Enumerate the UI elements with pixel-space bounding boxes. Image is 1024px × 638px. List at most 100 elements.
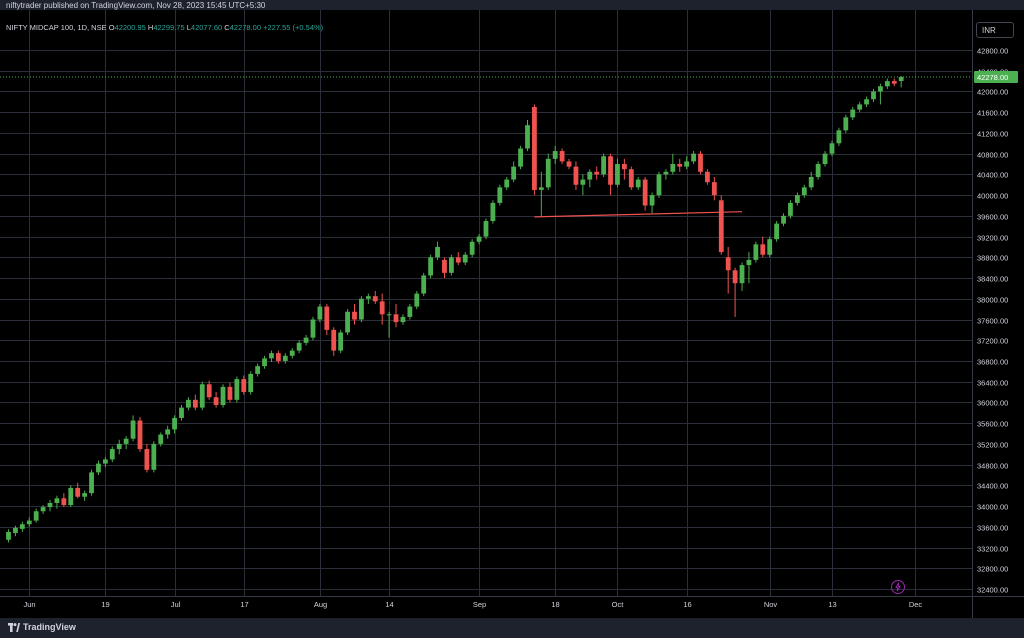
candle-up (490, 200, 496, 224)
candle-body (670, 164, 676, 172)
symbol-name[interactable]: NIFTY MIDCAP 100, 1D, NSE (6, 23, 107, 32)
candle-body (511, 166, 517, 180)
candle-body (898, 77, 904, 82)
y-axis: 42800.0042400.0042000.0041600.0041200.00… (977, 47, 1008, 595)
candle-body (61, 498, 67, 506)
candle-body (310, 319, 316, 338)
candle-body (698, 153, 703, 172)
candle-down (718, 195, 724, 255)
candle-down (891, 78, 897, 87)
candle-up (414, 290, 420, 310)
y-tick-label: 39200.00 (977, 234, 1008, 243)
candle-up (68, 485, 74, 508)
candle-up (109, 446, 115, 463)
candle-up (102, 456, 108, 468)
y-tick-label: 39600.00 (977, 213, 1008, 222)
candle-body (732, 270, 738, 284)
candle-body (227, 386, 233, 400)
candle-up (511, 161, 517, 183)
candle-up (158, 432, 164, 447)
candle-body (801, 187, 807, 196)
candle-up (739, 262, 745, 291)
candle-up (829, 140, 835, 157)
candle-up (850, 107, 856, 120)
candle-up (345, 309, 350, 336)
currency-selector[interactable]: INR (976, 22, 1014, 38)
candle-up (670, 153, 676, 175)
candle-body (566, 161, 572, 167)
candle-up (767, 236, 773, 258)
y-tick-label: 32800.00 (977, 565, 1008, 574)
candle-up (234, 376, 240, 403)
candle-up (269, 350, 274, 362)
y-tick-label: 41600.00 (977, 109, 1008, 118)
candle-up (545, 153, 551, 190)
price-chart[interactable]: 42800.0042400.0042000.0041600.0041200.00… (0, 0, 1024, 618)
symbol-legend: NIFTY MIDCAP 100, 1D, NSE O42200.95 H422… (6, 23, 323, 32)
candle-body (130, 420, 136, 439)
tradingview-logo-icon[interactable] (8, 623, 20, 632)
candle-body (621, 164, 627, 170)
candle-down (594, 166, 600, 180)
candle-body (656, 174, 662, 196)
candle-down (725, 246, 731, 294)
y-tick-label: 38800.00 (977, 254, 1008, 263)
candle-up (746, 252, 752, 284)
candle-up (407, 303, 413, 320)
candle-body (649, 195, 655, 206)
grid-lines (0, 10, 972, 596)
candle-body (303, 337, 309, 343)
candle-down (213, 392, 219, 408)
candle-up (587, 169, 593, 188)
candle-up (123, 436, 129, 450)
y-tick-label: 36000.00 (977, 399, 1008, 408)
candle-up (33, 508, 39, 523)
x-tick-label: 17 (240, 600, 248, 609)
candle-body (379, 301, 385, 315)
candle-body (421, 275, 427, 294)
candle-down (393, 303, 399, 328)
candle-body (359, 298, 364, 320)
candle-body (850, 109, 856, 118)
candle-body (573, 166, 579, 185)
lightning-icon[interactable] (891, 580, 905, 594)
candle-up (448, 254, 454, 276)
candle-up (483, 218, 489, 240)
candle-up (317, 303, 323, 323)
candle-up (96, 460, 101, 475)
candle-body (767, 239, 773, 255)
candle-body (815, 164, 821, 177)
candle-body (718, 200, 724, 253)
candle-up (386, 311, 392, 338)
candle-up (801, 184, 807, 198)
candle-body (774, 223, 780, 240)
x-tick-label: 18 (551, 600, 559, 609)
candle-body (552, 151, 558, 159)
candle-up (649, 192, 655, 214)
low-value: 42077.60 (190, 23, 223, 32)
candle-down (61, 493, 67, 508)
x-tick-label: 16 (683, 600, 691, 609)
y-tick-label: 35600.00 (977, 420, 1008, 429)
candle-body (372, 296, 378, 302)
candle-body (186, 399, 191, 408)
candle-body (871, 91, 876, 100)
candle-up (151, 441, 157, 473)
candle-down (455, 252, 461, 266)
brand-label[interactable]: TradingView (23, 622, 76, 632)
candle-body (808, 176, 814, 188)
candle-up (864, 96, 869, 108)
candle-body (393, 314, 399, 323)
candle-up (282, 353, 288, 364)
candle-body (234, 379, 240, 400)
candle-up (788, 200, 793, 219)
candle-body (711, 182, 717, 196)
candle-body (760, 244, 766, 255)
candle-up (898, 75, 904, 88)
candle-body (538, 187, 544, 190)
candle-up (753, 241, 759, 263)
candle-down (621, 158, 627, 180)
candle-up (794, 192, 800, 206)
candle-body (206, 384, 212, 398)
candle-up (186, 397, 191, 411)
